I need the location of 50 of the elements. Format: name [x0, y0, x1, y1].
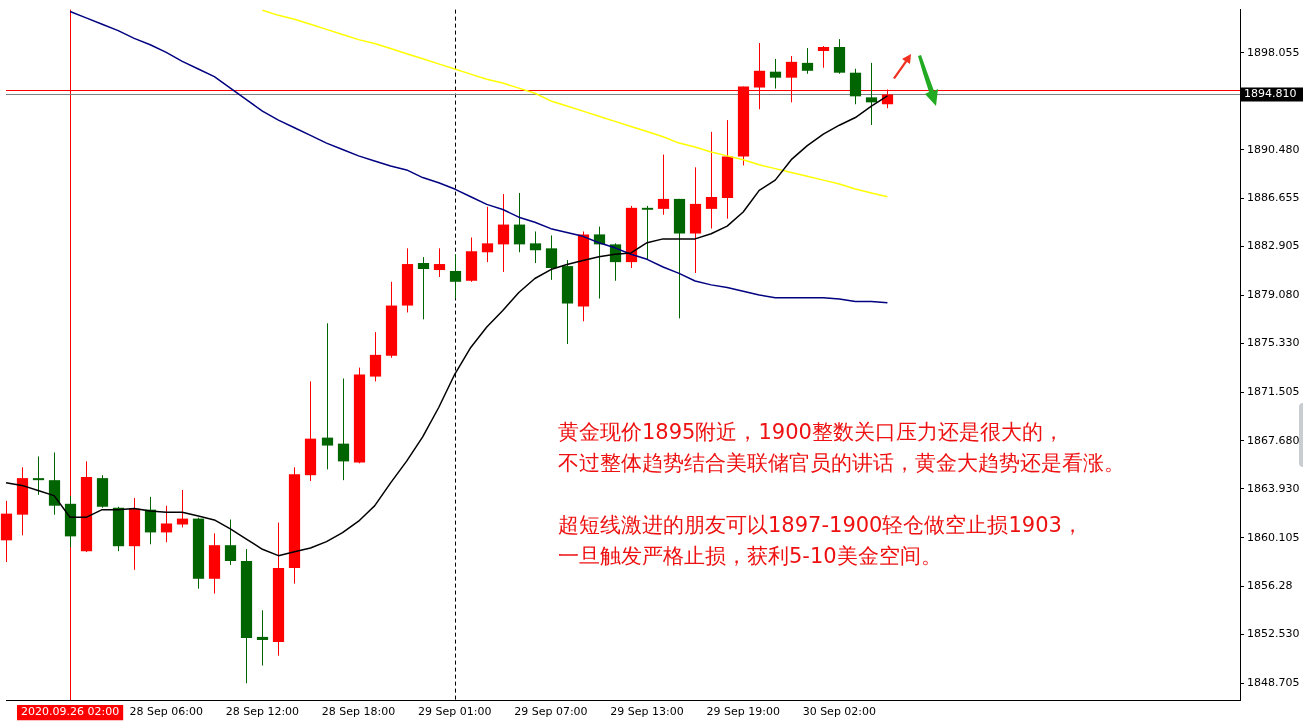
y-tick-label: 1856.28 — [1247, 579, 1293, 593]
candlestick — [529, 230, 542, 264]
y-tick-label: 1879.080 — [1247, 288, 1300, 302]
ref-line-label: 1894.810 — [1244, 87, 1297, 101]
y-tick-label: 1848.705 — [1247, 676, 1300, 690]
y-tick-label: 1890.480 — [1247, 142, 1300, 156]
x-tick-label: 28 Sep 12:00 — [225, 705, 300, 719]
candlestick — [513, 192, 526, 253]
y-tick-label: 1867.680 — [1247, 433, 1300, 447]
candlestick — [657, 154, 670, 216]
y-tick-label: 1882.905 — [1247, 239, 1300, 253]
candlestick — [801, 47, 814, 75]
candlestick — [641, 205, 654, 260]
candlestick — [321, 322, 334, 470]
x-tick-label: 29 Sep 01:00 — [418, 705, 492, 719]
x-tick-label: 29 Sep 07:00 — [514, 705, 588, 719]
candlestick — [433, 247, 446, 278]
y-tick-label: 1886.655 — [1247, 191, 1300, 205]
y-tick-label: 1898.055 — [1247, 45, 1300, 59]
x-tick-label: 29 Sep 13:00 — [610, 705, 684, 719]
x-tick-label: 28 Sep 18:00 — [321, 705, 396, 719]
candlestick — [337, 378, 350, 481]
annotation: 一旦触发严格止损，获利5-10美金空间。 — [558, 543, 943, 570]
x-tick-label: 2020.09.26 02:00 — [21, 705, 120, 719]
candlestick — [481, 206, 494, 263]
candlestick — [417, 256, 430, 320]
candlestick — [497, 193, 510, 273]
candlestick — [705, 131, 718, 230]
x-tick-label: 28 Sep 06:00 — [129, 705, 203, 719]
annotation: 不过整体趋势结合美联储官员的讲话，黄金大趋势还是看涨。 — [558, 450, 1125, 477]
y-tick-label: 1860.105 — [1247, 530, 1300, 544]
y-tick-label: 1871.505 — [1247, 384, 1300, 398]
candlestick — [32, 455, 45, 496]
annotation: 超短线激进的朋友可以1897-1900轻仓做空止损1903， — [558, 512, 1084, 539]
x-tick-label: 30 Sep 02:00 — [802, 705, 877, 719]
y-tick-label: 1863.930 — [1247, 481, 1300, 495]
candlestick — [256, 609, 269, 667]
candlestick — [849, 68, 862, 105]
candlestick — [160, 505, 173, 543]
candlestick — [545, 234, 558, 281]
annotation: 黄金现价1895附近，1900整数关口压力还是很大的， — [558, 419, 1065, 446]
candlestick — [449, 253, 462, 300]
candlestick — [817, 45, 830, 69]
candlestick — [224, 519, 237, 566]
candlestick — [865, 62, 878, 126]
candlestick — [769, 58, 782, 90]
y-tick-label: 1852.530 — [1247, 627, 1300, 641]
y-tick-label: 1875.330 — [1247, 336, 1300, 350]
x-tick-label: 29 Sep 19:00 — [706, 705, 780, 719]
candlestick — [369, 331, 382, 382]
